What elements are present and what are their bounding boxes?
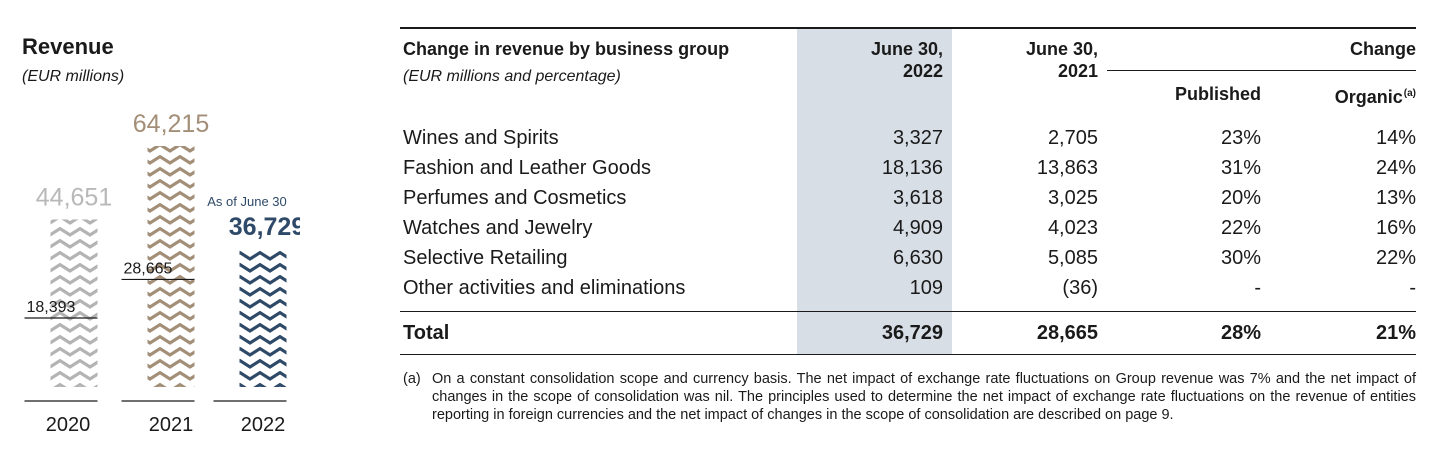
row-value-2021: (36)	[1062, 277, 1098, 299]
row-label: Perfumes and Cosmetics	[403, 187, 627, 209]
row-value-2022: 3,618	[892, 187, 943, 209]
row-published: 22%	[1220, 217, 1261, 239]
value-label-2022: 36,729	[229, 213, 300, 241]
total-2021: 28,665	[1036, 322, 1098, 344]
total-published: 28%	[1220, 322, 1261, 344]
row-value-2021: 2,705	[1047, 127, 1098, 149]
bar-2020	[50, 219, 98, 387]
footnote-mark: (a)	[403, 371, 421, 387]
chart-subtitle: (EUR millions)	[22, 68, 125, 85]
bar-2021	[147, 146, 195, 387]
row-value-2022: 3,327	[892, 127, 943, 149]
row-organic: 24%	[1375, 157, 1416, 179]
category-label-2021: 2021	[149, 414, 194, 436]
table-title: Change in revenue by business group	[403, 39, 730, 59]
revenue-table: Change in revenue by business group (EUR…	[400, 0, 1416, 452]
footnote: (a) On a constant consolidation scope an…	[400, 370, 1416, 424]
row-label: Wines and Spirits	[403, 127, 559, 149]
table-subtitle: (EUR millions and percentage)	[403, 68, 621, 85]
header-june-2022: June 30, 2022	[870, 39, 943, 81]
total-organic: 21%	[1375, 322, 1416, 344]
annotation-as-of-june-30: As of June 30	[207, 194, 287, 209]
table-row: Watches and Jewelry 4,909 4,023 22% 16%	[400, 213, 1416, 243]
row-value-2021: 5,085	[1047, 247, 1098, 269]
footnote-text: On a constant consolidation scope and cu…	[432, 371, 1416, 423]
row-label: Selective Retailing	[403, 247, 568, 269]
category-label-2020: 2020	[46, 414, 91, 436]
header-change: Change	[1349, 39, 1416, 59]
table-row: Selective Retailing 6,630 5,085 30% 22%	[400, 243, 1416, 273]
change-header-rule	[1107, 70, 1416, 71]
table-row: Wines and Spirits 3,327 2,705 23% 14%	[400, 123, 1416, 153]
row-published: 20%	[1220, 187, 1261, 209]
header-published: Published	[1174, 84, 1261, 104]
chart-title: Revenue	[22, 34, 114, 59]
row-published: 30%	[1220, 247, 1261, 269]
bar-2022	[239, 249, 287, 387]
row-value-2022: 109	[909, 277, 943, 299]
total-top-rule	[400, 311, 1416, 312]
row-label: Fashion and Leather Goods	[403, 157, 651, 179]
row-organic: 22%	[1375, 247, 1416, 269]
revenue-bar-chart: 44,651 18,393 2020 64,215 28,665 2021 36,729 20…	[24, 110, 300, 436]
table-row: Other activities and eliminations 109 (36)…	[400, 273, 1416, 303]
row-value-2021: 4,023	[1047, 217, 1098, 239]
header-organic-label: Organic	[1334, 87, 1403, 107]
total-label: Total	[403, 322, 450, 344]
row-value-2022: 6,630	[892, 247, 943, 269]
value-label-2021: 64,215	[133, 110, 209, 138]
header-organic: Organic(a)	[1262, 83, 1416, 108]
row-organic: 13%	[1375, 187, 1416, 209]
row-value-2022: 18,136	[881, 157, 943, 179]
total-2022: 36,729	[881, 322, 943, 344]
row-label: Other activities and eliminations	[403, 277, 686, 299]
row-published: 23%	[1220, 127, 1261, 149]
row-published: -	[1254, 277, 1261, 299]
row-published: 31%	[1220, 157, 1261, 179]
inner-label-2021: 28,665	[124, 260, 173, 277]
highlight-column	[797, 29, 952, 354]
total-bottom-rule	[400, 354, 1416, 355]
row-label: Watches and Jewelry	[403, 217, 593, 239]
header-june-2021: June 30, 2021	[1025, 39, 1098, 81]
total-row: Total 36,729 28,665 28% 21%	[400, 318, 1416, 348]
organic-footnote-mark: (a)	[1403, 88, 1416, 99]
row-value-2021: 3,025	[1047, 187, 1098, 209]
category-label-2022: 2022	[241, 414, 286, 436]
row-value-2022: 4,909	[892, 217, 943, 239]
table-row: Fashion and Leather Goods 18,136 13,863 31%…	[400, 153, 1416, 183]
row-value-2021: 13,863	[1036, 157, 1098, 179]
inner-label-2020: 18,393	[27, 299, 76, 316]
row-organic: -	[1409, 277, 1416, 299]
table-row: Perfumes and Cosmetics 3,618 3,025 20% 13%	[400, 183, 1416, 213]
row-organic: 14%	[1375, 127, 1416, 149]
table-top-rule	[400, 27, 1416, 29]
value-label-2020: 44,651	[36, 183, 112, 211]
row-organic: 16%	[1375, 217, 1416, 239]
